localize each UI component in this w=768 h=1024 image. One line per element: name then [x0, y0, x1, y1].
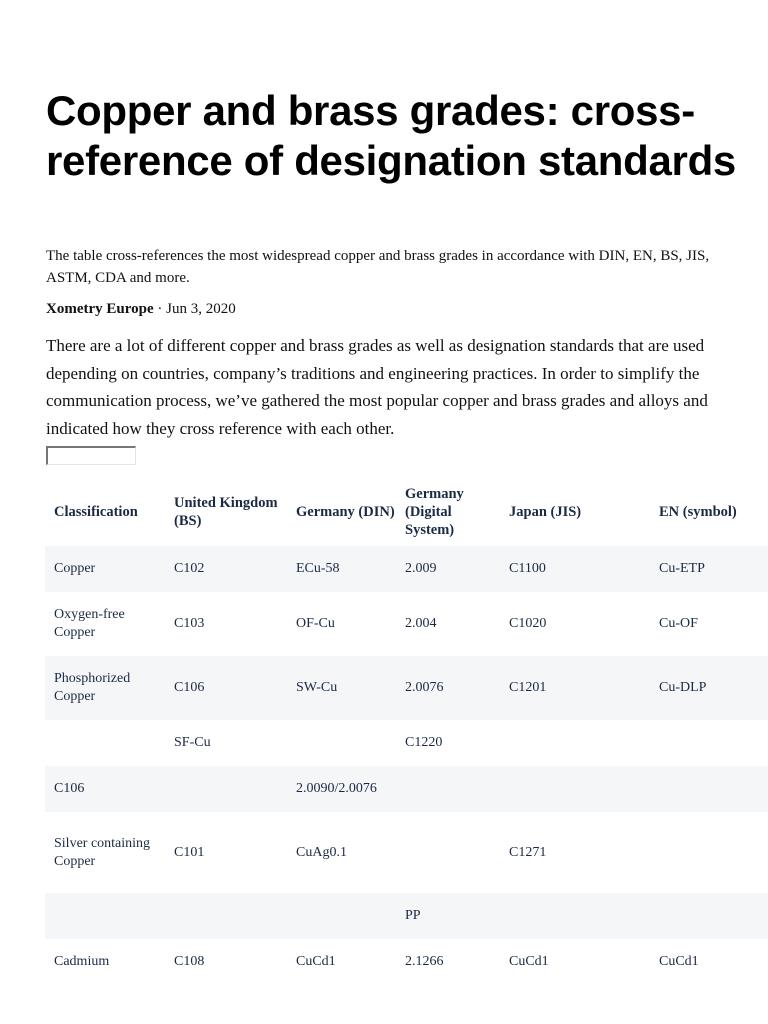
- table-cell: Cu-DLP: [659, 680, 707, 695]
- article-subtitle: The table cross-references the most wide…: [46, 248, 710, 286]
- table-cell: OF-Cu: [296, 616, 335, 631]
- table-cell: C102: [174, 561, 205, 576]
- table-cell: Phosphorized Copper: [54, 671, 131, 704]
- table-cell: C103: [174, 616, 205, 631]
- table-cell: 2.1266: [405, 954, 444, 969]
- page-title: Copper and brass grades: cross-reference…: [46, 87, 736, 184]
- intro-paragraph: There are a lot of different copper and …: [46, 336, 708, 438]
- table-cell: CuCd1: [296, 954, 336, 969]
- table-cell: Copper: [54, 561, 96, 576]
- table-cell: [500, 893, 650, 939]
- table-cell: C101: [174, 844, 205, 860]
- table-cell: [396, 812, 500, 893]
- table-cell: SF-Cu: [174, 735, 211, 750]
- table-cell: 2.009: [405, 561, 437, 576]
- empty-text-input[interactable]: [46, 446, 136, 465]
- table-cell: C106: [54, 781, 85, 796]
- table-row: SF-Cu C1220: [45, 720, 768, 766]
- table-cell: Oxygen-free Copper: [54, 607, 125, 640]
- header-japan-jis: Japan (JIS): [509, 504, 582, 520]
- table-cell: [396, 766, 500, 812]
- table-cell: C108: [174, 954, 205, 969]
- table-cell: [650, 720, 768, 766]
- table-cell: Silver containing Copper: [54, 835, 151, 869]
- table-cell: [165, 766, 287, 812]
- table-cell: [650, 893, 768, 939]
- table-cell: ECu-58: [296, 561, 340, 576]
- table-cell: [165, 893, 287, 939]
- header-germany-din: Germany (DIN): [296, 504, 395, 520]
- table-cell: Cadmium: [54, 954, 110, 969]
- table-cell: CuCd1: [509, 954, 549, 969]
- publish-date: Jun 3, 2020: [166, 301, 236, 317]
- table-row: Oxygen-free Copper C103 OF-Cu 2.004 C102…: [45, 592, 768, 656]
- header-en-symbol: EN (symbol): [659, 504, 737, 520]
- table-row: C106 2.0090/2.0076: [45, 766, 768, 812]
- table-cell: PP: [405, 908, 421, 923]
- table-cell: [650, 812, 768, 893]
- table-cell: [45, 720, 165, 766]
- table-cell: [650, 766, 768, 812]
- table-cell: Cu-ETP: [659, 561, 705, 576]
- table-row: Cadmium C108 CuCd1 2.1266 CuCd1 CuCd1: [45, 939, 768, 985]
- table-cell: 2.0076: [405, 680, 444, 695]
- table-cell: CuCd1: [659, 954, 699, 969]
- table-cell: [500, 766, 650, 812]
- table-cell: C1201: [509, 680, 547, 695]
- header-classification: Classification: [54, 504, 138, 520]
- table-cell: C1220: [405, 735, 443, 750]
- grades-cross-reference-table: Classification United Kingdom (BS) Germa…: [45, 478, 768, 985]
- table-cell: C1020: [509, 616, 547, 631]
- table-cell: [500, 720, 650, 766]
- header-germany-digital: Germany (Digital System): [405, 486, 464, 538]
- table-cell: C106: [174, 680, 205, 695]
- table-cell: C1100: [509, 561, 546, 576]
- table-row: Copper C102 ECu-58 2.009 C1100 Cu-ETP: [45, 546, 768, 592]
- table-cell: Cu-OF: [659, 616, 698, 631]
- table-cell: 2.0090/2.0076: [296, 781, 377, 796]
- table-row: PP: [45, 893, 768, 939]
- table-cell: 2.004: [405, 616, 437, 631]
- byline: Xometry Europe · Jun 3, 2020: [46, 299, 236, 319]
- table-cell: SW-Cu: [296, 680, 338, 695]
- table-row: Phosphorized Copper C106 SW-Cu 2.0076 C1…: [45, 656, 768, 720]
- table-cell: [45, 893, 165, 939]
- table-cell: C1271: [509, 844, 547, 860]
- byline-separator: ·: [153, 301, 167, 317]
- table-header-row: Classification United Kingdom (BS) Germa…: [45, 478, 768, 546]
- table-cell: [287, 893, 396, 939]
- table-cell: [287, 720, 396, 766]
- table-cell: CuAg0.1: [296, 844, 347, 860]
- author-name[interactable]: Xometry Europe: [46, 301, 154, 317]
- table-row: Silver containing Copper C101 CuAg0.1 C1…: [45, 812, 768, 893]
- header-uk-bs: United Kingdom (BS): [174, 495, 278, 529]
